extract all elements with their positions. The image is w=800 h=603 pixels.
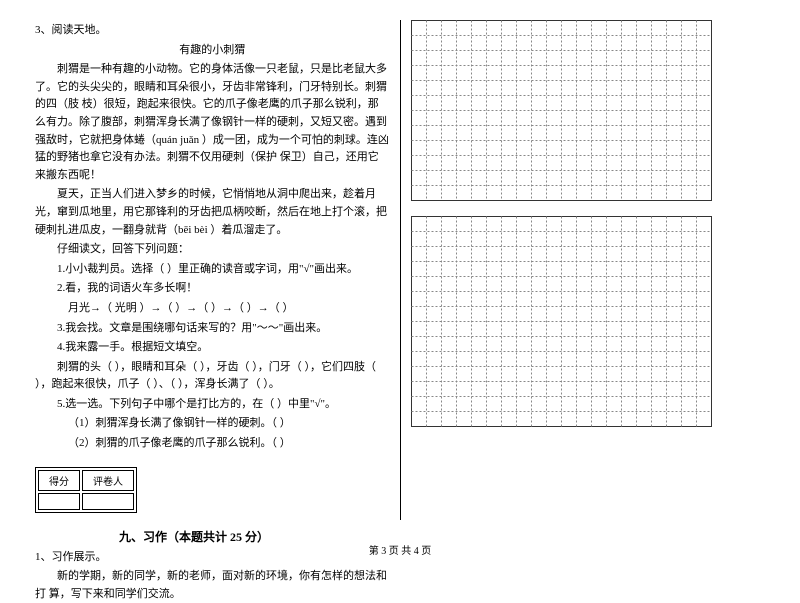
score-left-cell: 得分	[38, 470, 80, 491]
task-3: 3.我会找。文章是围绕哪句话来写的？用"～～"画出来。	[35, 320, 390, 338]
score-right-cell: 评卷人	[82, 470, 134, 491]
task-4-body: 刺猬的头（ ），眼睛和耳朵（ ），牙齿（ ），门牙（ ），它们四肢（ ），跑起来…	[35, 359, 390, 394]
passage-title: 有趣的小刺猬	[35, 42, 390, 60]
passage-p1: 刺猬是一种有趣的小动物。它的身体活像一只老鼠，只是比老鼠大多了。它的头尖尖的，眼…	[35, 61, 390, 184]
passage-p2: 夏天，正当人们进入梦乡的时候，它悄悄地从洞中爬出来，趁着月光，窜到瓜地里，用它那…	[35, 186, 390, 239]
task-5: 5.选一选。下列句子中哪个是打比方的，在（ ）中里"√"。	[35, 396, 390, 414]
task-2: 2.看，我的词语火车多长啊！	[35, 280, 390, 298]
task-2-chain: 月光→（ 光明 ）→（ ）→（ ）→（ ）→（ ）	[35, 300, 390, 318]
q3-label: 3、阅读天地。	[35, 22, 390, 40]
left-column: 3、阅读天地。 有趣的小刺猬 刺猬是一种有趣的小动物。它的身体活像一只老鼠，只是…	[25, 20, 401, 520]
page-footer: 第 3 页 共 4 页	[0, 542, 800, 557]
task-4: 4.我来露一手。根据短文填空。	[35, 339, 390, 357]
task-5a: （1）刺猬浑身长满了像钢针一样的硬刺。（ ）	[35, 415, 390, 433]
writing-grid-bottom	[411, 216, 766, 428]
task-intro: 仔细读文，回答下列问题：	[35, 241, 390, 259]
score-box: 得分 评卷人	[35, 467, 137, 513]
writing-body: 新的学期，新的同学，新的老师，面对新的环境，你有怎样的想法和打 算，写下来和同学…	[35, 568, 390, 603]
task-5b: （2）刺猬的爪子像老鹰的爪子那么锐利。（ ）	[35, 435, 390, 453]
writing-grid-top	[411, 20, 766, 202]
right-column	[401, 20, 776, 520]
task-1: 1.小小裁判员。选择（ ）里正确的读音或字词，用"√"画出来。	[35, 261, 390, 279]
